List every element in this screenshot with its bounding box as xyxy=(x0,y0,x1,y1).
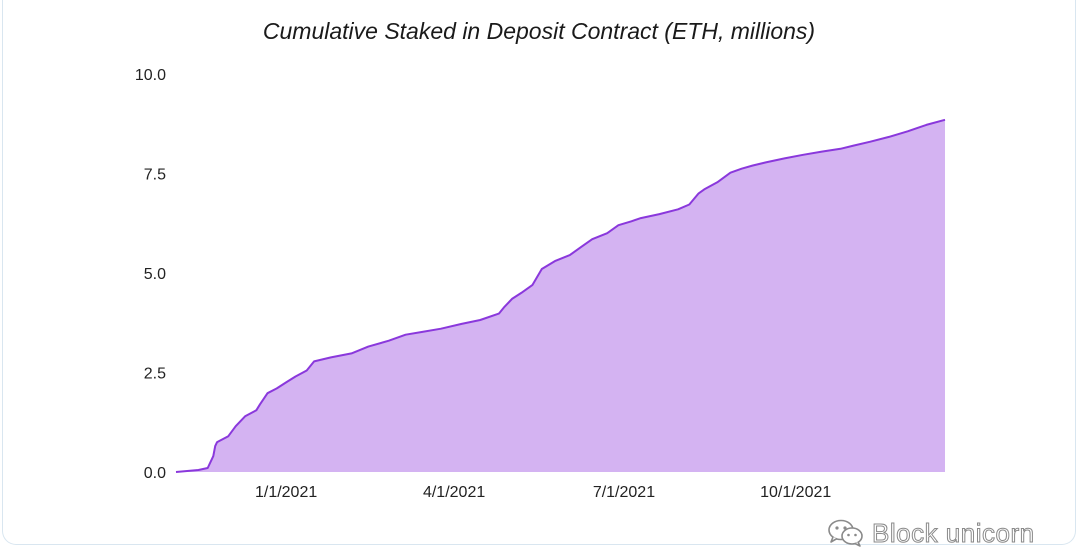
y-tick-label: 10.0 xyxy=(135,67,166,84)
series-area-0 xyxy=(176,119,945,473)
wechat-icon xyxy=(828,519,863,547)
y-tick-label: 7.5 xyxy=(144,167,166,184)
y-axis: 0.0 2.5 5.0 7.5 10.0 xyxy=(135,67,166,482)
x-tick-label: 7/1/2021 xyxy=(593,484,655,501)
watermark-text: Block unicorn xyxy=(872,517,1035,548)
x-tick-label: 1/1/2021 xyxy=(255,484,317,501)
plot-area xyxy=(175,118,946,473)
y-tick-label: 0.0 xyxy=(144,465,166,482)
chart-title: Cumulative Staked in Deposit Contract (E… xyxy=(263,18,815,44)
y-tick-label: 2.5 xyxy=(144,366,166,383)
watermark: Block unicorn xyxy=(826,516,1035,550)
x-tick-label: 4/1/2021 xyxy=(423,484,485,501)
x-axis: 1/1/2021 4/1/2021 7/1/2021 10/1/2021 xyxy=(255,484,831,501)
y-tick-label: 5.0 xyxy=(144,266,166,283)
x-tick-label: 10/1/2021 xyxy=(760,484,831,501)
series-line-0 xyxy=(175,118,946,473)
